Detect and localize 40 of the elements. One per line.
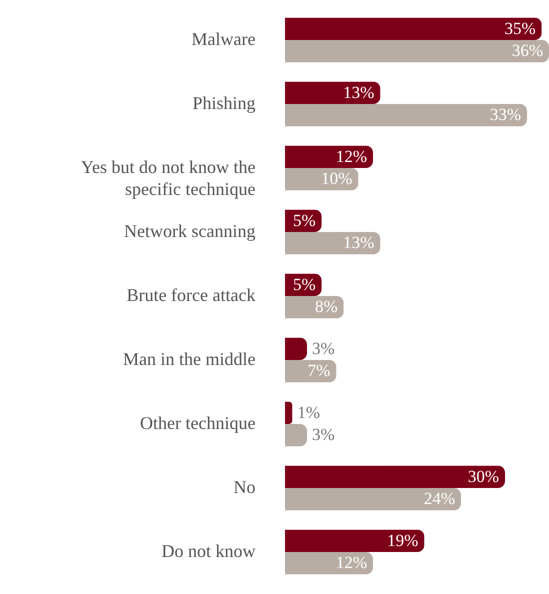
data-label: 5%: [292, 274, 316, 294]
data-label: 7%: [308, 361, 330, 380]
data-label: 12%: [336, 553, 367, 572]
y-tick-label: No: [234, 477, 256, 497]
data-label: 5%: [292, 210, 316, 230]
data-label: 13%: [343, 233, 374, 252]
bar: [285, 530, 424, 552]
bar: [285, 424, 307, 446]
data-label: 30%: [468, 466, 499, 486]
data-label: 3%: [312, 425, 335, 444]
bar: [285, 232, 380, 254]
bar: [285, 146, 373, 168]
y-tick-label: Brute force attack: [126, 285, 256, 305]
data-label: 19%: [387, 530, 418, 550]
y-tick-label: Other technique: [140, 413, 256, 433]
data-label: 36%: [512, 41, 543, 60]
bar: [285, 82, 380, 104]
data-label: 3%: [312, 338, 335, 358]
bar: [285, 552, 373, 574]
bar: [285, 338, 307, 360]
bar: [285, 18, 542, 40]
y-tick-label: Network scanning: [124, 221, 256, 241]
data-label: 33%: [490, 105, 521, 124]
y-tick-label: Do not know: [162, 541, 256, 561]
data-label: 24%: [424, 489, 455, 508]
data-label: 1%: [297, 402, 320, 422]
data-label: 8%: [314, 297, 338, 316]
bar: [285, 104, 527, 126]
data-label: 13%: [343, 82, 374, 102]
y-tick-label: Phishing: [192, 93, 256, 113]
bar: [285, 402, 292, 424]
bar: [285, 40, 549, 62]
data-label: 35%: [504, 18, 536, 38]
data-label: 10%: [321, 169, 352, 188]
bar: [285, 466, 505, 488]
y-tick-label: Malware: [192, 29, 256, 49]
y-tick-label: Man in the middle: [123, 349, 256, 369]
y-tick-label: Yes but do not know the specific technique: [80, 157, 256, 199]
data-label: 12%: [336, 146, 367, 166]
bar: [285, 488, 461, 510]
